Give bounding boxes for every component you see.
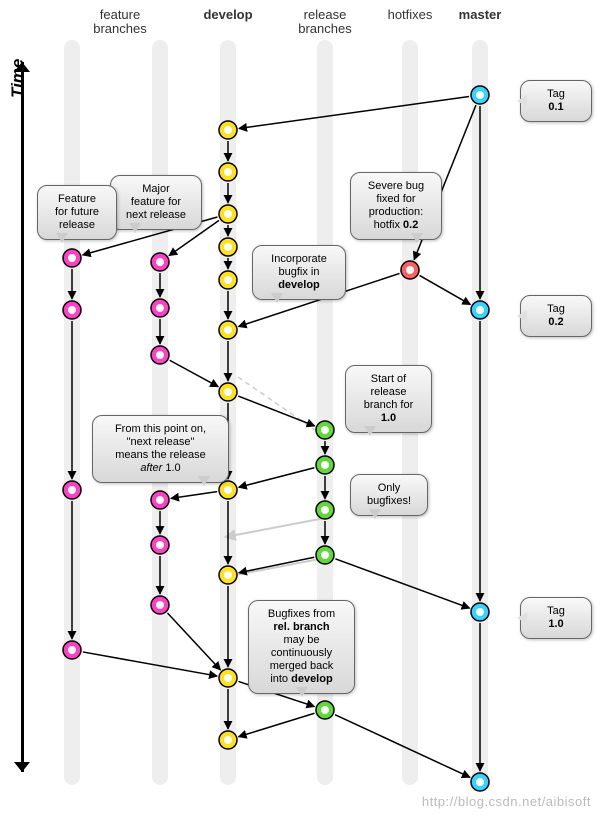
commit-node [63, 641, 81, 659]
commit-node [151, 253, 169, 271]
commit-node [219, 163, 237, 181]
commit-node [151, 536, 169, 554]
commit-node [219, 238, 237, 256]
commit-node [219, 383, 237, 401]
commit-node [151, 596, 169, 614]
callout: Featurefor futurerelease [37, 185, 117, 240]
watermark: http://blog.csdn.net/aibisoft [422, 794, 591, 809]
callout: Incorporatebugfix indevelop [252, 245, 346, 300]
commit-node [63, 249, 81, 267]
commit-node [219, 669, 237, 687]
callout: Onlybugfixes! [350, 474, 428, 516]
callout: From this point on,"next release"means t… [92, 415, 229, 483]
callout: Start ofreleasebranch for1.0 [345, 365, 432, 433]
commit-node [219, 121, 237, 139]
commit-node [219, 271, 237, 289]
commit-node [401, 261, 419, 279]
commit-node [219, 205, 237, 223]
commit-node [471, 301, 489, 319]
commit-node [471, 86, 489, 104]
commit-node [316, 456, 334, 474]
commit-node [471, 603, 489, 621]
commit-node [151, 346, 169, 364]
commit-node [316, 421, 334, 439]
callout: Tag0.2 [520, 295, 592, 337]
callout: Tag0.1 [520, 80, 592, 122]
callout: Bugfixes fromrel. branchmay becontinuous… [248, 600, 355, 694]
commit-node [316, 701, 334, 719]
commit-node [63, 481, 81, 499]
callout: Majorfeature fornext release [110, 175, 202, 230]
commit-node [219, 731, 237, 749]
callout: Severe bugfixed forproduction:hotfix 0.2 [350, 172, 442, 240]
commit-node [151, 299, 169, 317]
commit-node [316, 501, 334, 519]
commit-node [219, 481, 237, 499]
commit-node [63, 301, 81, 319]
commit-node [316, 546, 334, 564]
commit-node [219, 321, 237, 339]
commit-node [471, 773, 489, 791]
commit-node [219, 566, 237, 584]
callout: Tag1.0 [520, 597, 592, 639]
commit-node [151, 491, 169, 509]
